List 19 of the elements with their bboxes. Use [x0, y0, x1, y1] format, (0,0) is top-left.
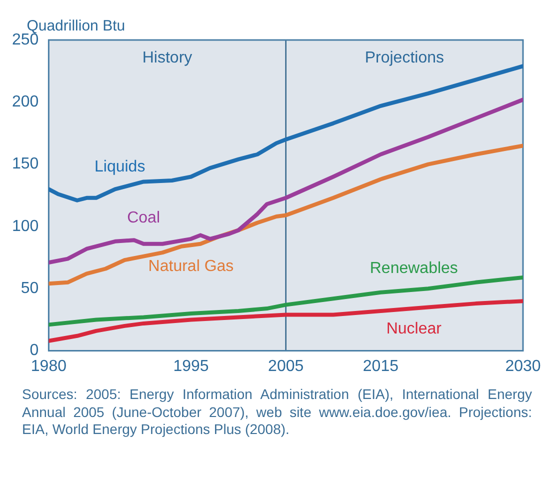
- x-tick-label: 2015: [362, 358, 399, 375]
- source-note: Sources: 2005: Energy Information Administration (EIA), International Energy Annual 2005 (June-October 2007), web site www.eia.doe.gov/iea. Projections: EIA, World Energy Projections Plus (2008).: [22, 386, 532, 438]
- x-tick-label: 2030: [505, 358, 541, 375]
- series-label: Natural Gas: [148, 258, 234, 275]
- series-label: Renewables: [370, 260, 458, 278]
- series-label: Liquids: [94, 158, 146, 176]
- x-tick-label: 2005: [268, 358, 304, 375]
- band-label: History: [142, 49, 192, 66]
- x-tick-label: 1995: [173, 358, 209, 375]
- y-tick-label: 150: [12, 156, 39, 173]
- band-label: Projections: [364, 49, 444, 66]
- y-tick-label: 0: [30, 342, 39, 360]
- series-label: Coal: [127, 209, 160, 226]
- y-tick-label: 200: [12, 94, 39, 111]
- y-tick-label: 100: [12, 218, 39, 235]
- x-tick-label: 1980: [30, 358, 67, 375]
- y-tick-label: 50: [20, 280, 39, 298]
- series-label: Nuclear: [386, 320, 442, 338]
- y-axis-title: Quadrillion Btu: [26, 18, 126, 35]
